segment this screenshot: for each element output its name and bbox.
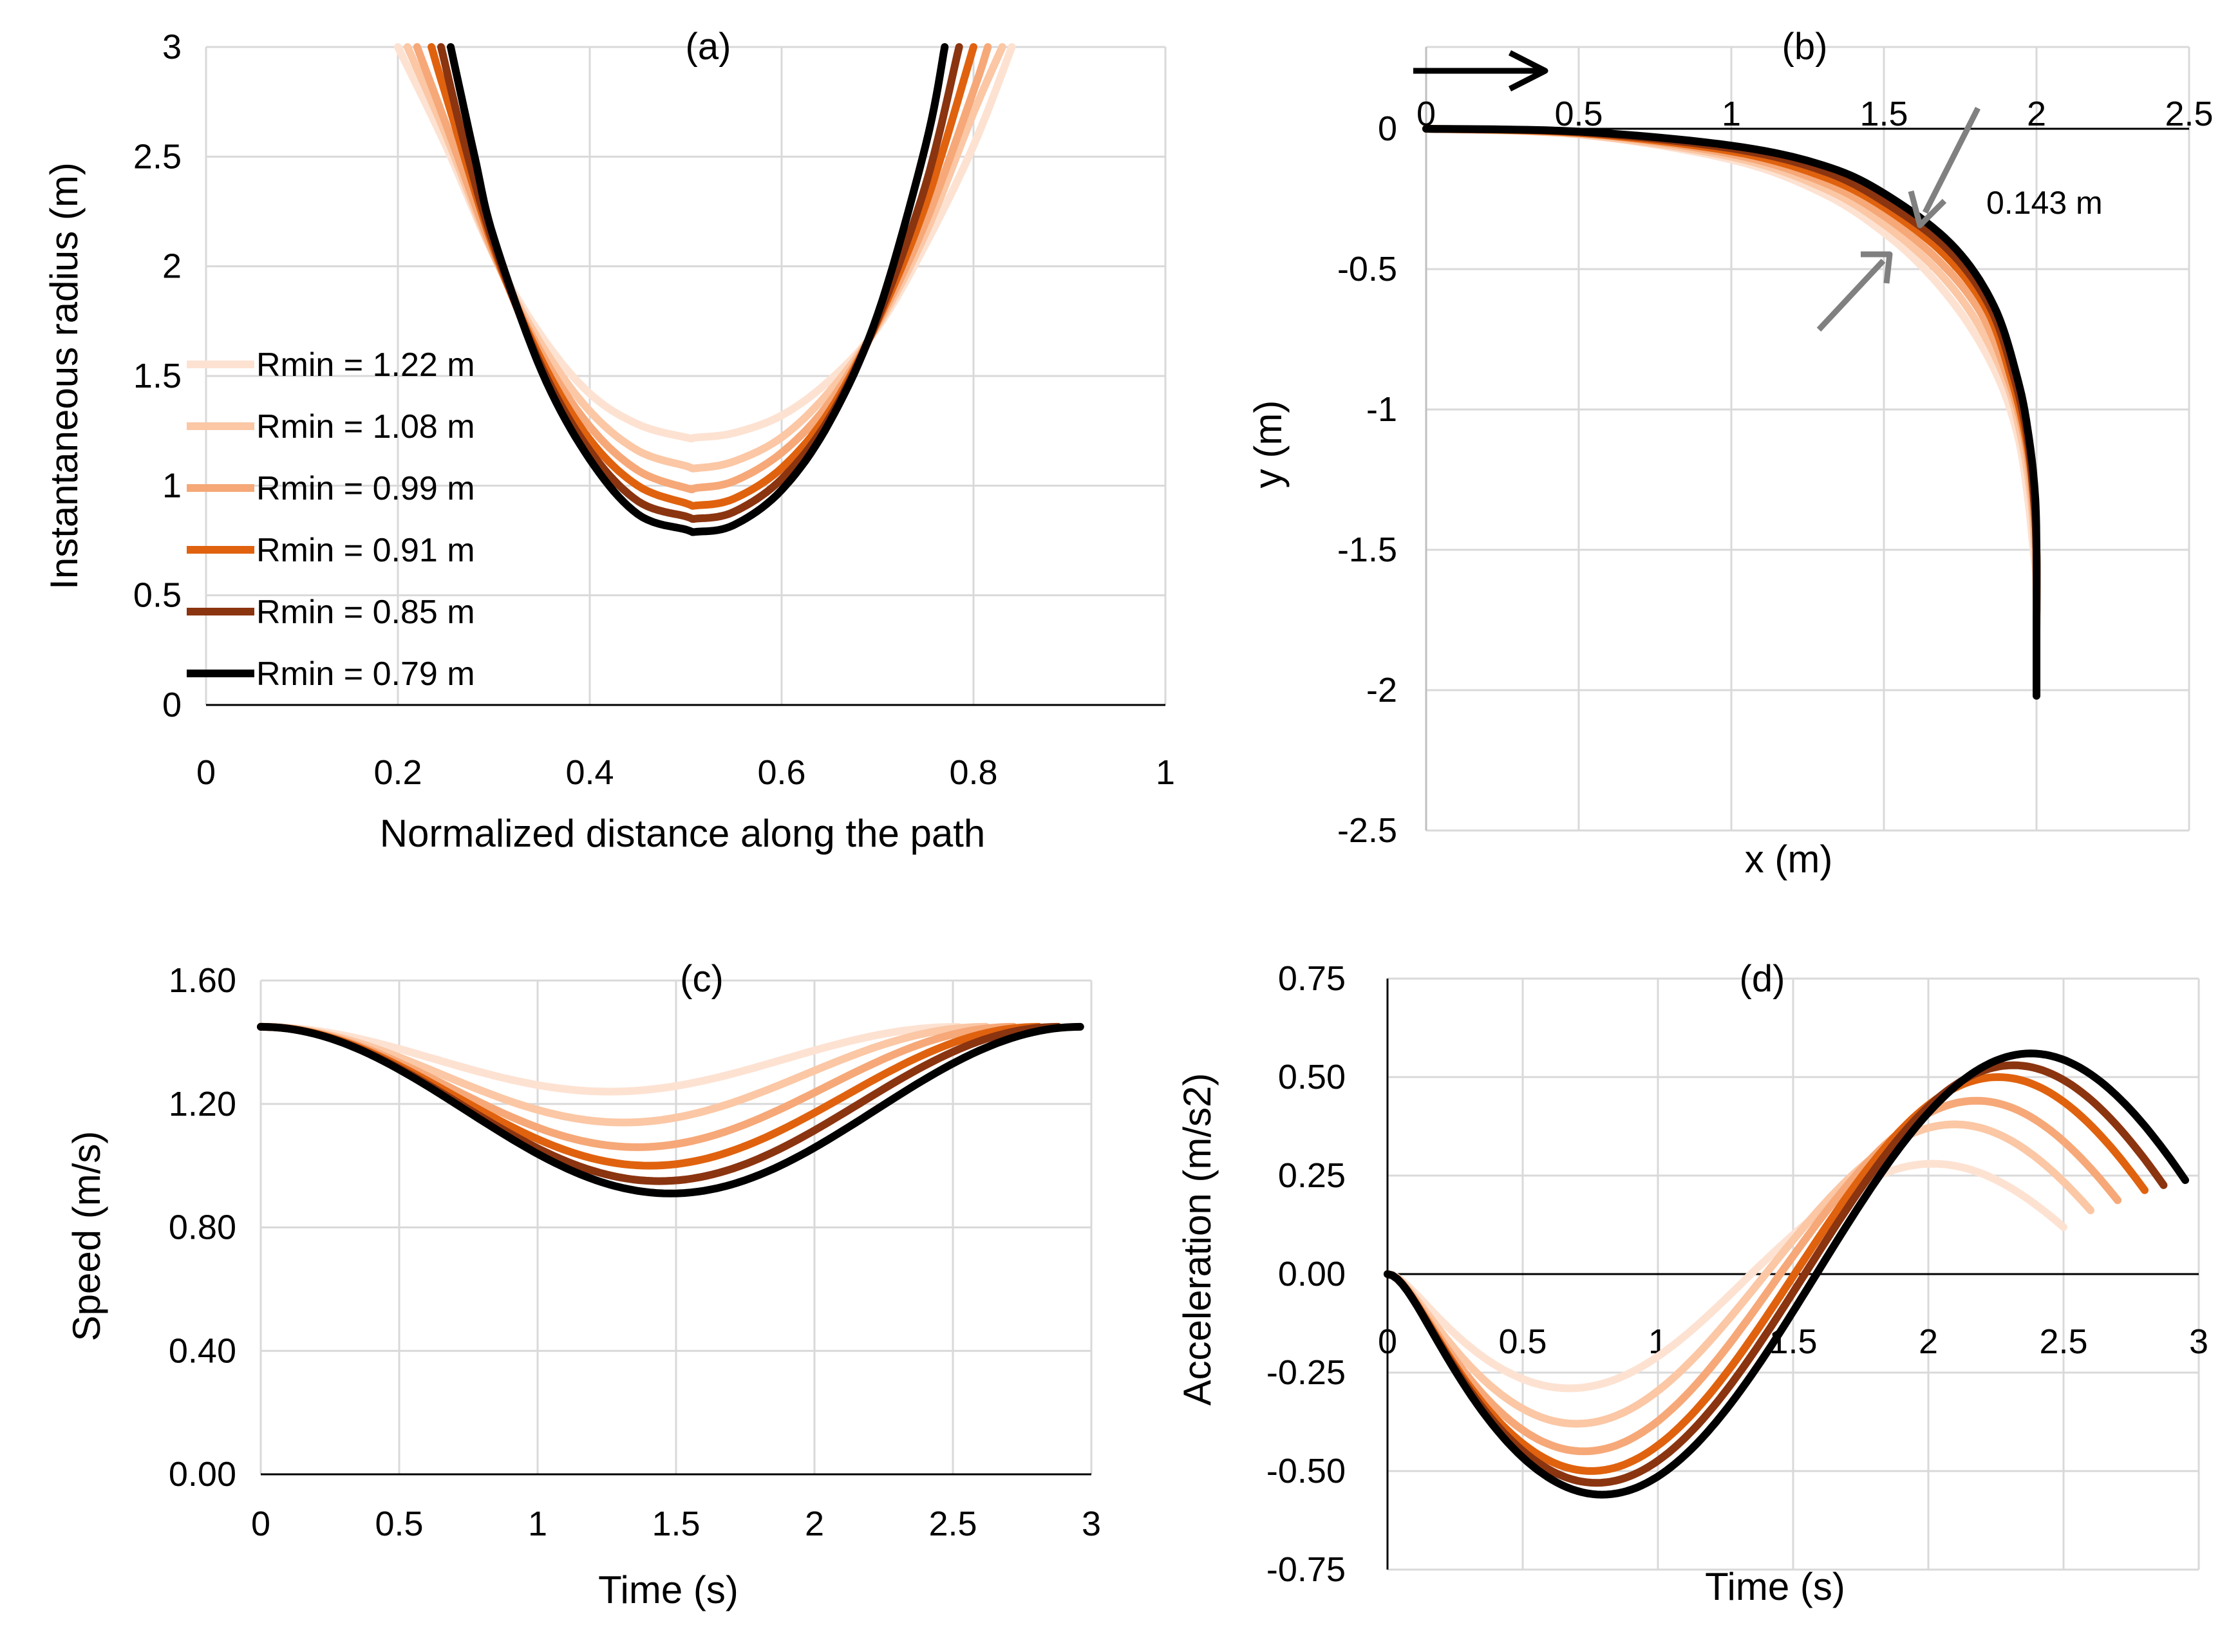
- series-line-3: [1384, 1073, 2149, 1475]
- x-tick-label: 1: [1156, 753, 1175, 792]
- gap-arrowhead-lower: [1861, 251, 1893, 284]
- x-tick-label: 2: [2027, 95, 2046, 133]
- legend-entry: Rmin = 1.08 m: [256, 408, 475, 446]
- chart-d: 0 0.5 1 1.5 2 2.5 3-0.75-0.50-0.250.000.250.50…: [1176, 958, 2208, 1608]
- gap-annotation: 0.143 m: [1986, 185, 2103, 221]
- x-tick-label: 0.5: [1498, 1322, 1547, 1361]
- series-line-5: [1384, 1049, 2189, 1499]
- y-tick-label: 1.60: [169, 961, 236, 1000]
- legend-entry: Rmin = 0.85 m: [256, 594, 475, 631]
- x-tick-label: 3: [1082, 1505, 1101, 1543]
- x-tick-label: 1.5: [1859, 95, 1908, 133]
- x-tick-label: 0.8: [949, 753, 997, 792]
- gap-arrowhead-upper: [1908, 190, 1947, 229]
- x-tick-label: 0.6: [757, 753, 805, 792]
- y-tick-label: 0.00: [169, 1455, 236, 1494]
- series-line-0: [1384, 1159, 2067, 1393]
- y-tick-label: 0: [162, 686, 182, 724]
- x-axis-label: Time (s): [598, 1568, 738, 1611]
- y-tick-label: 1.20: [169, 1085, 236, 1123]
- series-group: [1422, 125, 2041, 700]
- chart-title: (b): [1782, 26, 1828, 68]
- tick-labels: 0 0.2 0.4 0.6 0.8 1 0 0.5 1 1.5 2 2.5 3: [133, 28, 1175, 792]
- chart-c: 0 0.5 1 1.5 2 2.5 3 0.00 0.40 0.80 1.20 1.60 (c) Time…: [65, 958, 1101, 1611]
- y-tick-label: 3: [162, 28, 182, 66]
- x-axis-label: x (m): [1745, 838, 1833, 881]
- series-group: [394, 43, 1016, 536]
- x-tick-label: 0.2: [373, 753, 422, 792]
- y-tick-label: 0.5: [133, 576, 182, 615]
- y-axis-label: Instantaneous radius (m): [42, 162, 86, 590]
- tick-labels: 0 0.5 1 1.5 2 2.50-0.5-1-1.5-2-2.5: [1337, 95, 2214, 850]
- y-tick-label: 0: [1378, 109, 1397, 148]
- series-line-2: [1384, 1096, 2121, 1456]
- x-tick-label: 2.5: [928, 1505, 977, 1543]
- series-line-4: [437, 43, 963, 523]
- legend-entry: Rmin = 1.22 m: [256, 346, 475, 384]
- y-tick-label: -0.25: [1266, 1353, 1346, 1392]
- y-tick-label: 0.75: [1278, 959, 1346, 998]
- chart-b: 0 0.5 1 1.5 2 2.50-0.5-1-1.5-2-2.5(b)x (m)y (…: [1246, 26, 2214, 881]
- chart-title: (a): [686, 26, 731, 68]
- chart-title: (d): [1740, 958, 1785, 1000]
- y-tick-label: -0.75: [1266, 1550, 1346, 1589]
- series-line-5: [1422, 125, 2041, 700]
- y-tick-label: -0.50: [1266, 1452, 1346, 1490]
- series-line-0: [257, 1022, 963, 1096]
- x-tick-label: 1.5: [652, 1505, 700, 1543]
- y-tick-label: 1: [162, 466, 182, 505]
- x-tick-label: 1: [528, 1505, 547, 1543]
- y-axis-label: Acceleration (m/s2): [1176, 1073, 1219, 1406]
- y-tick-label: -2.5: [1337, 811, 1397, 850]
- series-group: [257, 1022, 1084, 1197]
- direction-arrowhead: [1508, 50, 1548, 92]
- gap-arrow-upper: [1922, 106, 1981, 214]
- y-tick-label: -1.5: [1337, 530, 1397, 569]
- x-tick-label: 2.5: [2165, 95, 2213, 133]
- series-line-5: [257, 1022, 1084, 1197]
- x-tick-label: 1: [1722, 95, 1741, 133]
- x-tick-label: 2.5: [2039, 1322, 2087, 1361]
- tick-labels: 0 0.5 1 1.5 2 2.5 3-0.75-0.50-0.250.000.250.50…: [1266, 959, 2208, 1589]
- x-tick-label: 0: [251, 1505, 270, 1543]
- x-tick-label: 0: [1378, 1322, 1397, 1361]
- x-tick-label: 0.5: [375, 1505, 423, 1543]
- series-line-5: [447, 43, 949, 536]
- x-axis-label: Time (s): [1705, 1565, 1845, 1608]
- y-tick-label: 0.25: [1278, 1156, 1346, 1195]
- y-axis-label: y (m): [1246, 400, 1290, 489]
- y-tick-label: 0.50: [1278, 1058, 1346, 1096]
- series-line-1: [1384, 1120, 2094, 1428]
- y-tick-label: 0.00: [1278, 1255, 1346, 1293]
- chart-a: 0 0.2 0.4 0.6 0.8 1 0 0.5 1 1.5 2 2.5 3 (a) Normalized…: [42, 26, 1175, 855]
- series-group: [1384, 1049, 2189, 1499]
- x-tick-label: 3: [2189, 1322, 2208, 1361]
- y-tick-label: 1.5: [133, 357, 182, 395]
- x-tick-label: 0.4: [565, 753, 614, 792]
- x-tick-label: 2: [1919, 1322, 1938, 1361]
- series-line-4: [1384, 1061, 2168, 1487]
- tick-labels: 0 0.5 1 1.5 2 2.5 3 0.00 0.40 0.80 1.20 1.60: [169, 961, 1101, 1543]
- y-tick-label: 2.5: [133, 137, 182, 176]
- annotations: 0.143 m: [1413, 50, 2103, 332]
- y-axis-label: Speed (m/s): [65, 1131, 108, 1342]
- x-tick-label: 0: [196, 753, 216, 792]
- y-tick-label: 0.40: [169, 1331, 236, 1370]
- legend-entry: Rmin = 0.79 m: [256, 655, 475, 693]
- x-tick-label: 2: [805, 1505, 824, 1543]
- y-tick-label: -1: [1366, 390, 1397, 429]
- legend-entry: Rmin = 0.99 m: [256, 470, 475, 507]
- x-tick-label: 0.5: [1554, 95, 1603, 133]
- legend: Rmin = 1.22 m Rmin = 1.08 m Rmin = 0.99 m R…: [187, 346, 475, 693]
- chart-title: (c): [680, 958, 724, 1000]
- legend-entry: Rmin = 0.91 m: [256, 532, 475, 569]
- y-tick-label: 0.80: [169, 1208, 236, 1247]
- y-tick-label: -0.5: [1337, 250, 1397, 288]
- x-axis-label: Normalized distance along the path: [380, 812, 986, 855]
- gap-arrow-lower: [1816, 258, 1886, 332]
- y-tick-label: -2: [1366, 671, 1397, 709]
- y-tick-label: 2: [162, 247, 182, 286]
